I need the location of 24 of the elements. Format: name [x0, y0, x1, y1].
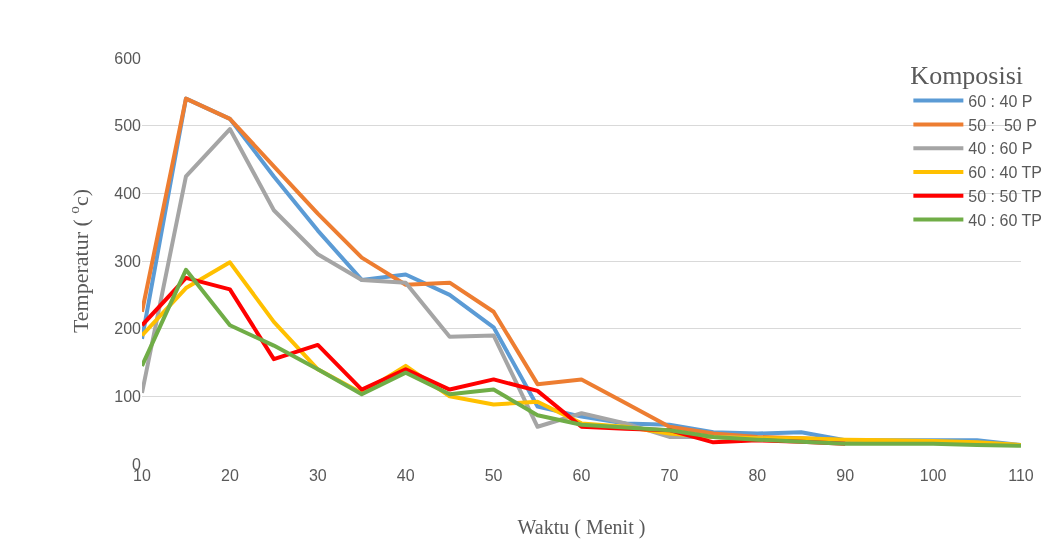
legend-label: 40 : 60 TP — [968, 211, 1042, 229]
x-tick-label: 100 — [919, 467, 947, 484]
x-tick-label: 20 — [221, 467, 239, 484]
legend-title: Komposisi — [910, 60, 1024, 90]
legend-label: 60 : 40 P — [968, 92, 1033, 110]
x-tick-label: 60 — [572, 467, 591, 484]
x-tick-label: 80 — [748, 467, 767, 484]
y-tick-label: 500 — [114, 117, 142, 135]
x-tick-label: 30 — [308, 467, 327, 484]
y-tick-label: 400 — [114, 184, 142, 202]
legend-label: 50 : 50 TP — [968, 188, 1042, 206]
legend-label: 50 : 50 P — [968, 116, 1037, 134]
y-tick-label: 300 — [114, 252, 142, 270]
y-tick-label: 600 — [114, 49, 142, 67]
legend-label: 60 : 40 TP — [968, 164, 1042, 182]
legend-label: 40 : 60 P — [968, 140, 1033, 158]
x-tick-label: 90 — [836, 467, 855, 484]
x-tick-label: 70 — [660, 467, 679, 484]
x-tick-label: 50 — [484, 467, 503, 484]
x-tick-label: 40 — [396, 467, 415, 484]
y-tick-label: 200 — [114, 320, 142, 338]
y-tick-label: 100 — [114, 387, 142, 405]
x-tick-label: 110 — [1008, 467, 1034, 484]
x-axis-title: Waktu ( Menit ) — [517, 516, 646, 539]
